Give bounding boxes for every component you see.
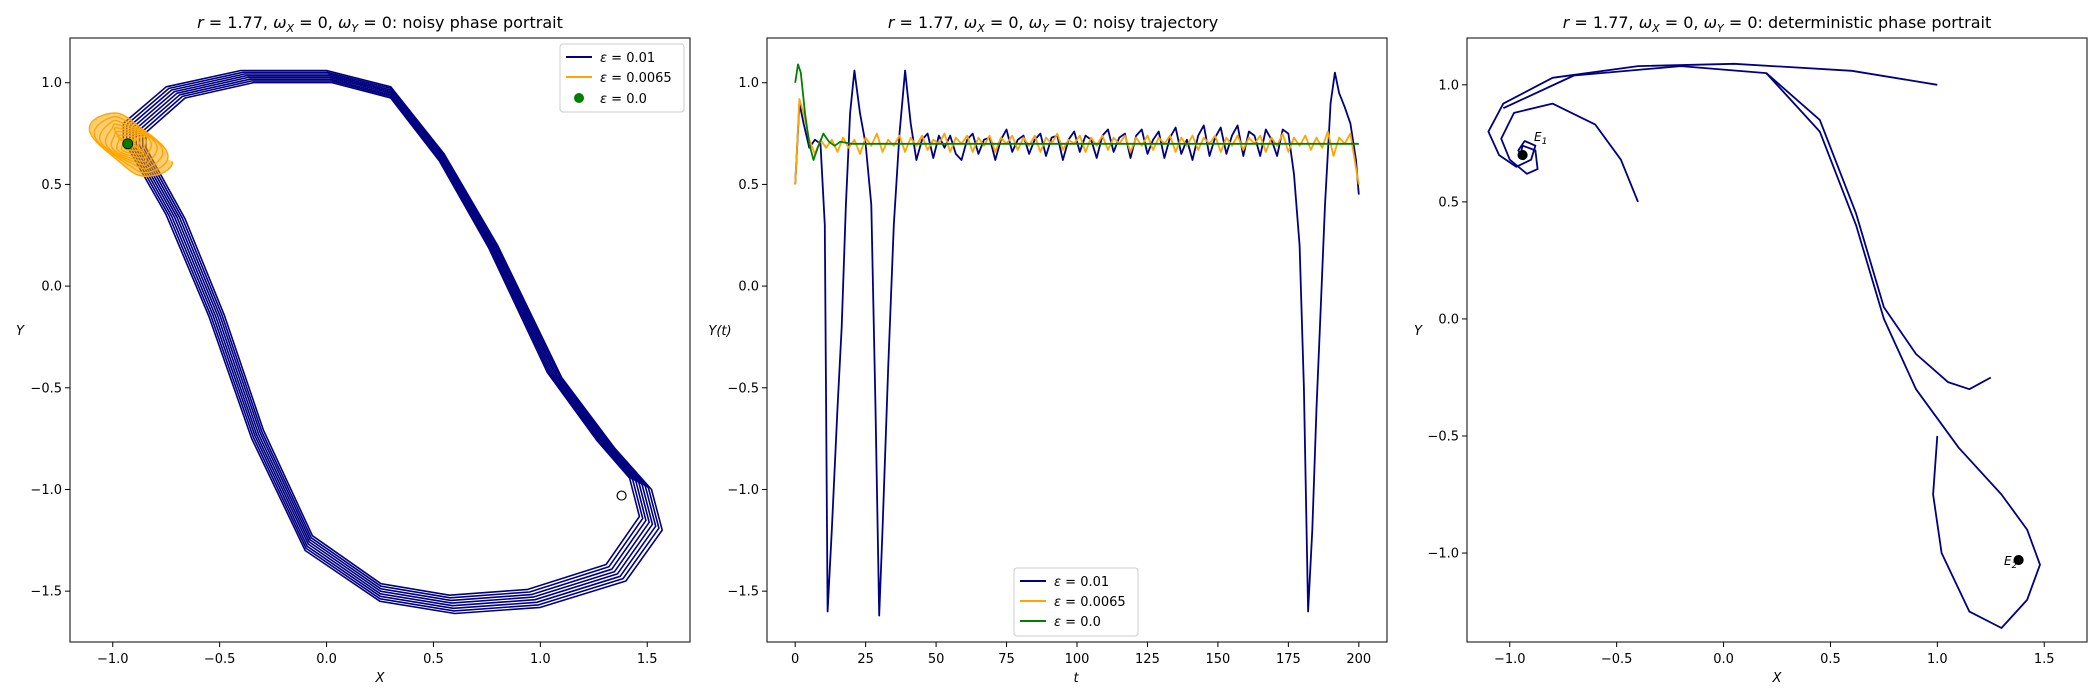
phase-portrait-noisy-panel: r = 1.77, ωX = 0, ωY = 0: noisy phase po… xyxy=(16,13,691,686)
series-line-loop xyxy=(145,81,641,596)
x-tick-label: −0.5 xyxy=(204,652,236,667)
series-layer xyxy=(794,63,1360,617)
x-tick-label: 0.0 xyxy=(1713,652,1734,667)
x-tick-label: −0.5 xyxy=(1601,652,1633,667)
series-line xyxy=(1765,72,2041,629)
y-tick-label: 0.5 xyxy=(41,178,62,193)
y-tick-label: −1.0 xyxy=(30,483,62,498)
legend-entry-eps-001: ε = 0.01 xyxy=(600,51,655,66)
y-tick-label: 0.0 xyxy=(738,280,759,295)
y-axis-label: Y xyxy=(1414,324,1423,339)
y-tick-label: −1.5 xyxy=(30,585,62,600)
y-axis-label: Y(t) xyxy=(708,324,731,339)
series-layer xyxy=(88,69,663,615)
series-line-loop xyxy=(125,71,660,612)
plot-frame xyxy=(766,37,1388,643)
legend-entry-eps-00: ε = 0.0 xyxy=(1054,615,1101,630)
x-tick-label: 50 xyxy=(928,652,945,667)
series-line-loop xyxy=(129,73,657,610)
series-layer xyxy=(1487,62,2041,629)
series-line-loop xyxy=(138,78,647,602)
y-tick-label: 1.0 xyxy=(41,76,62,91)
y-tick-label: −1.5 xyxy=(727,585,759,600)
series-line xyxy=(794,69,1360,617)
x-tick-label: −1.0 xyxy=(97,652,129,667)
deterministic-phase-portrait-panel: r = 1.77, ωX = 0, ωY = 0: deterministic … xyxy=(1414,13,2088,686)
series-line-loop xyxy=(135,76,650,604)
chart-title: r = 1.77, ωX = 0, ωY = 0: noisy trajecto… xyxy=(888,13,1218,35)
y-tick-label: −0.5 xyxy=(1427,429,1459,444)
x-axis-label: t xyxy=(1073,671,1079,686)
legend-entry-eps-00065: ε = 0.0065 xyxy=(1054,595,1126,610)
legend-entry-eps-001: ε = 0.01 xyxy=(1054,575,1109,590)
equilibrium-marker xyxy=(616,490,627,501)
x-tick-label: 125 xyxy=(1135,652,1160,667)
legend: ε = 0.01 ε = 0.0065 ε = 0.0 xyxy=(1013,567,1139,637)
x-tick-label: 1.0 xyxy=(1927,652,1948,667)
x-tick-label: 0 xyxy=(791,652,799,667)
legend-entry-eps-00065: ε = 0.0065 xyxy=(600,71,672,86)
plot-frame xyxy=(69,37,691,643)
y-tick-label: −0.5 xyxy=(30,381,62,396)
x-axis-label: X xyxy=(375,671,386,686)
series-line-loop xyxy=(122,69,663,615)
y-tick-label: 0.0 xyxy=(41,280,62,295)
y-tick-label: −0.5 xyxy=(727,381,759,396)
series-line-loop xyxy=(141,80,644,599)
y-tick-label: 0.5 xyxy=(1438,195,1459,210)
series-line xyxy=(794,98,1360,185)
y-axis-label: Y xyxy=(16,324,25,339)
series-line xyxy=(794,63,1359,161)
legend: ε = 0.01 ε = 0.0065 ε = 0.0 xyxy=(559,43,685,113)
y-tick-label: −1.0 xyxy=(1427,547,1459,562)
trajectory-panel: r = 1.77, ωX = 0, ωY = 0: noisy trajecto… xyxy=(708,13,1388,686)
series-line xyxy=(1500,102,1639,203)
chart-title: r = 1.77, ωX = 0, ωY = 0: noisy phase po… xyxy=(197,13,563,35)
axis-ticks: 0 25 50 75 100 125 150 175 200 −1.5 −1.0 −0.5 0.0 0.5… xyxy=(727,76,1371,667)
x-tick-label: 200 xyxy=(1346,652,1371,667)
series-point xyxy=(122,138,134,150)
axis-ticks: −1.0 −0.5 0.0 0.5 1.0 1.5 −1.0 −0.5 0.0 0.5 1.0 xyxy=(1427,78,2054,667)
series-line-loop xyxy=(132,74,654,607)
chart-title: r = 1.77, ωX = 0, ωY = 0: deterministic … xyxy=(1563,13,1991,35)
x-tick-label: 25 xyxy=(857,652,874,667)
y-tick-label: 1.0 xyxy=(738,76,759,91)
legend-entry-eps-00: ε = 0.0 xyxy=(600,92,647,107)
y-tick-label: 0.5 xyxy=(738,178,759,193)
plot-frame xyxy=(1466,37,2088,643)
x-tick-label: 1.5 xyxy=(2034,652,2055,667)
x-tick-label: 175 xyxy=(1276,652,1301,667)
series-line xyxy=(1502,65,1992,391)
x-axis-label: X xyxy=(1772,671,1783,686)
x-tick-label: 1.0 xyxy=(530,652,551,667)
x-tick-label: 100 xyxy=(1065,652,1090,667)
x-tick-label: 1.5 xyxy=(637,652,658,667)
y-tick-label: 1.0 xyxy=(1438,78,1459,93)
x-tick-label: 0.5 xyxy=(1820,652,1841,667)
x-tick-label: 150 xyxy=(1205,652,1230,667)
x-tick-label: 0.0 xyxy=(316,652,337,667)
axis-ticks: −1.0 −0.5 0.0 0.5 1.0 1.5 −1.5 −1.0 −0.5 0.0 0.5 1.… xyxy=(30,76,657,667)
series-line xyxy=(1487,62,1938,168)
x-tick-label: 0.5 xyxy=(423,652,444,667)
y-tick-label: −1.0 xyxy=(727,483,759,498)
x-tick-label: −1.0 xyxy=(1494,652,1526,667)
equilibrium-marker xyxy=(1517,149,1528,161)
equilibrium-marker xyxy=(2013,554,2024,566)
y-tick-label: 0.0 xyxy=(1438,312,1459,327)
x-tick-label: 75 xyxy=(998,652,1015,667)
